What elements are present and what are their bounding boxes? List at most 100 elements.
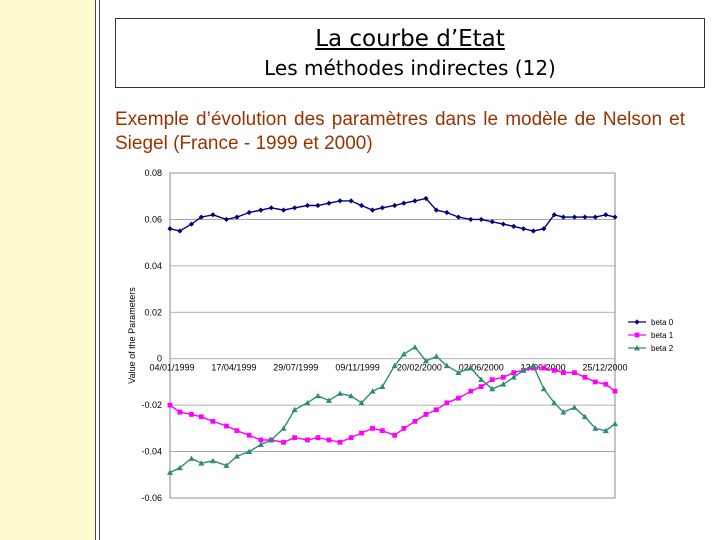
data-point-beta1 [224, 423, 229, 429]
data-point-beta1 [392, 432, 398, 438]
data-point-beta0 [541, 226, 547, 232]
data-point-beta0 [177, 228, 183, 234]
y-tick-label: 0.06 [144, 214, 162, 224]
y-axis-label: Value of the Parameters [127, 287, 137, 384]
data-point-beta2 [257, 441, 264, 448]
parameter-chart: 0.08 0.06 0.04 0.02 0 -0.02 -0.04 -0.06 04/01/19… [127, 168, 674, 503]
y-tick-label: 0.02 [144, 307, 162, 317]
data-point-beta2 [560, 409, 567, 415]
data-point-beta2 [268, 436, 275, 443]
y-tick-label: -0.02 [141, 400, 162, 410]
data-point-beta2 [337, 390, 344, 396]
y-tick-label: 0 [157, 354, 162, 364]
x-tick-label: 29/07/1999 [273, 363, 318, 373]
plot-area [169, 172, 616, 499]
data-point-beta0 [358, 202, 365, 209]
data-point-beta2 [391, 362, 398, 369]
data-point-beta0 [603, 212, 609, 218]
title-box: La courbe d’Etat Les méthodes indirectes… [115, 18, 705, 88]
data-point-beta0 [210, 212, 216, 218]
data-point-beta0 [246, 209, 252, 216]
data-point-beta0 [433, 207, 439, 213]
data-point-beta1 [292, 435, 297, 441]
data-point-beta2 [369, 388, 376, 394]
data-point-beta2 [233, 453, 240, 459]
data-point-beta2 [422, 358, 429, 364]
data-point-beta2 [358, 399, 365, 406]
data-point-beta1 [541, 365, 547, 371]
x-tick-label: 04/01/1999 [149, 363, 194, 373]
data-point-beta2 [602, 427, 609, 434]
data-point-beta2 [551, 399, 558, 406]
data-point-beta0 [412, 198, 418, 204]
data-point-beta2 [167, 469, 173, 475]
data-point-beta0 [511, 223, 517, 229]
data-point-beta1 [337, 439, 343, 445]
slide-subtitle: Les méthodes indirectes (12) [264, 56, 556, 80]
data-point-beta2 [411, 344, 418, 350]
data-point-beta2 [188, 455, 195, 461]
data-point-beta2 [433, 353, 440, 359]
data-point-beta2 [634, 345, 640, 351]
data-point-beta0 [304, 202, 311, 209]
data-point-beta2 [304, 399, 311, 406]
data-point-beta0 [520, 226, 527, 232]
data-point-beta2 [592, 425, 599, 431]
data-point-beta0 [401, 200, 407, 206]
data-point-beta2 [581, 413, 588, 420]
data-point-beta0 [530, 228, 536, 234]
legend-label: beta 2 [651, 344, 674, 353]
data-point-beta2 [400, 351, 407, 357]
data-point-beta0 [468, 216, 474, 223]
data-point-beta2 [379, 383, 386, 389]
legend-label: beta 1 [651, 331, 674, 340]
data-point-beta2 [209, 457, 216, 464]
data-point-beta0 [478, 216, 484, 223]
data-point-beta2 [198, 460, 205, 466]
data-point-beta1 [603, 381, 609, 387]
data-point-beta2 [510, 374, 517, 380]
data-point-beta1 [500, 374, 506, 380]
y-tick-label: -0.04 [141, 447, 162, 457]
data-point-beta2 [489, 385, 496, 392]
data-point-beta1 [177, 409, 183, 415]
data-point-beta1 [189, 412, 194, 417]
data-point-beta2 [530, 362, 537, 369]
data-point-beta1 [551, 367, 557, 373]
data-point-beta2 [540, 385, 547, 392]
y-tick-label: 0.04 [144, 261, 162, 271]
data-point-beta1 [401, 425, 407, 431]
data-point-beta2 [478, 376, 485, 383]
data-point-beta2 [348, 392, 355, 399]
left-decor-band [0, 0, 95, 540]
data-point-beta1 [198, 414, 204, 420]
data-point-beta1 [379, 428, 385, 434]
left-divider-line [95, 0, 96, 540]
slide-title: La courbe d’Etat [315, 26, 505, 52]
data-point-beta0 [326, 200, 332, 206]
data-point-beta0 [489, 219, 495, 225]
data-point-beta0 [560, 214, 567, 220]
data-point-beta2 [325, 397, 332, 403]
data-point-beta1 [246, 432, 252, 438]
data-point-beta1 [281, 439, 286, 445]
data-point-beta0 [379, 205, 385, 211]
data-point-beta1 [258, 437, 264, 443]
data-point-beta0 [571, 214, 578, 220]
x-tick-label: 20/02/2000 [397, 363, 442, 373]
data-point-beta0 [444, 209, 450, 216]
data-point-beta0 [234, 214, 240, 220]
data-point-beta1 [359, 430, 364, 436]
data-point-beta1 [433, 407, 439, 413]
x-tick-label: 25/12/2000 [582, 363, 627, 373]
data-point-beta1 [468, 388, 474, 394]
data-point-beta1 [444, 400, 450, 406]
data-point-beta0 [258, 207, 264, 213]
x-tick-label: 17/04/1999 [211, 363, 256, 373]
data-point-beta0 [455, 214, 462, 220]
y-tick-label: 0.08 [144, 168, 162, 178]
data-point-beta0 [167, 226, 173, 232]
data-point-beta1 [423, 412, 429, 417]
data-point-beta1 [592, 379, 598, 385]
data-point-beta0 [551, 212, 557, 218]
